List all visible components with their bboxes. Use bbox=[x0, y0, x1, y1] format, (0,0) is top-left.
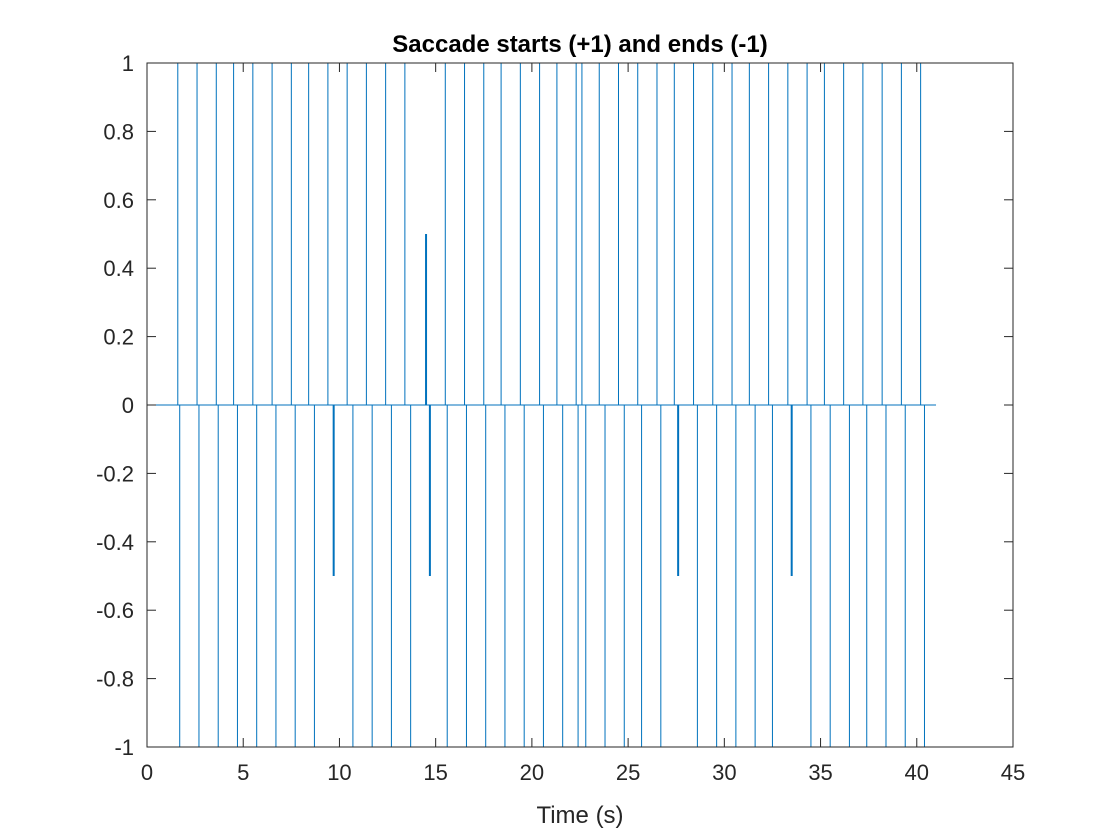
x-tick-label: 5 bbox=[237, 760, 249, 785]
x-axis: 0 5 10 15 20 25 30 35 40 45 bbox=[141, 63, 1025, 785]
x-tick-label: 35 bbox=[808, 760, 832, 785]
y-tick-label: 1 bbox=[122, 51, 134, 76]
x-tick-label: 0 bbox=[141, 760, 153, 785]
x-tick-label: 20 bbox=[520, 760, 544, 785]
y-tick-label: 0.4 bbox=[103, 256, 134, 281]
x-axis-label: Time (s) bbox=[536, 802, 623, 829]
x-tick-label: 10 bbox=[327, 760, 351, 785]
x-tick-label: 15 bbox=[423, 760, 447, 785]
x-tick-label: 45 bbox=[1001, 760, 1025, 785]
y-tick-label: 0.6 bbox=[103, 188, 134, 213]
x-tick-label: 30 bbox=[712, 760, 736, 785]
y-tick-label: 0.2 bbox=[103, 325, 134, 350]
y-tick-label: 0.8 bbox=[103, 119, 134, 144]
y-tick-label: -0.6 bbox=[96, 598, 134, 623]
y-tick-label: 0 bbox=[122, 393, 134, 418]
y-tick-label: -0.2 bbox=[96, 461, 134, 486]
chart-title: Saccade starts (+1) and ends (-1) bbox=[392, 31, 767, 58]
y-tick-label: -0.8 bbox=[96, 667, 134, 692]
x-tick-label: 25 bbox=[616, 760, 640, 785]
x-tick-label: 40 bbox=[905, 760, 929, 785]
y-tick-label: -1 bbox=[114, 735, 134, 760]
y-axis: -1 -0.8 -0.6 -0.4 -0.2 0 0.2 0.4 0.6 0.8 1 bbox=[96, 51, 1013, 760]
signal-layer bbox=[147, 63, 937, 747]
y-tick-label: -0.4 bbox=[96, 530, 134, 555]
